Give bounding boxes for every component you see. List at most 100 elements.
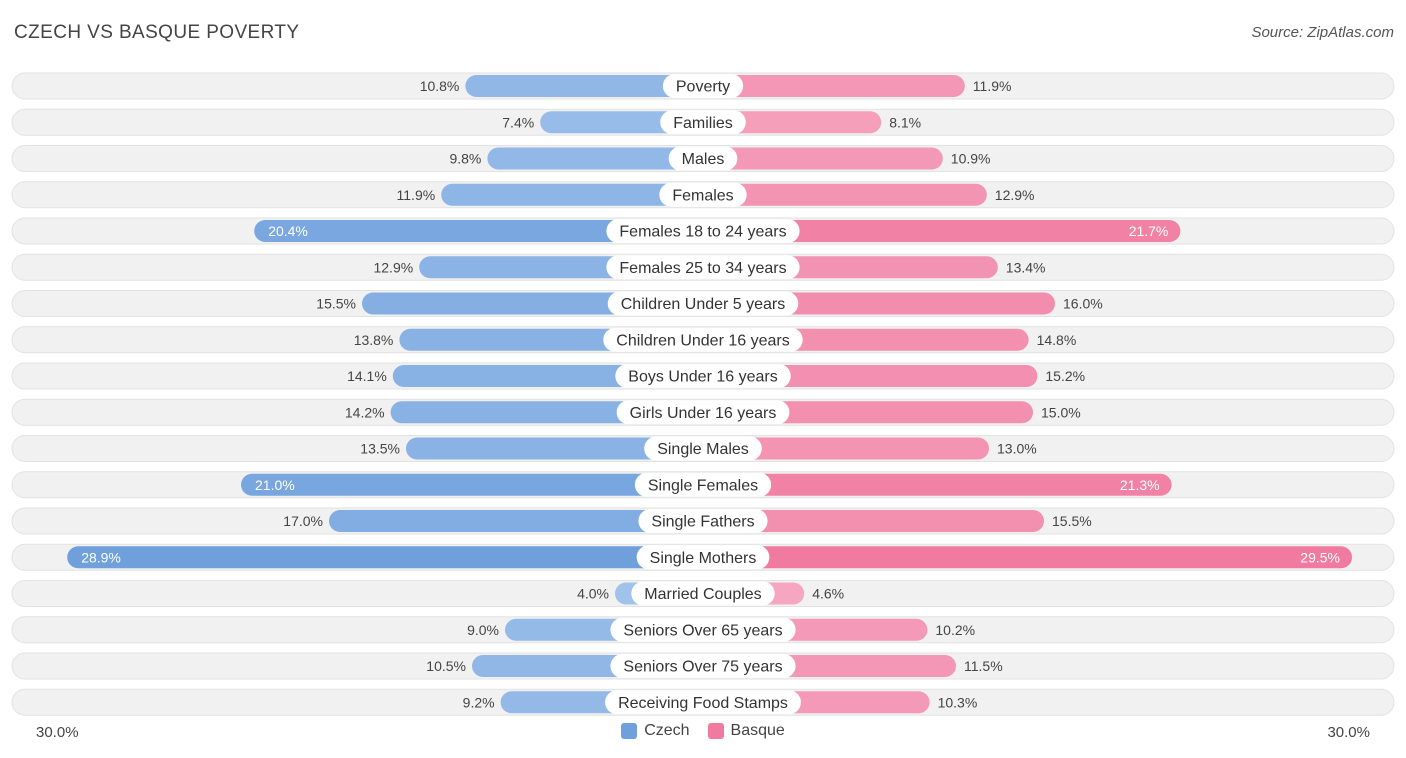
basque-value-label: 21.7% [1129,223,1169,239]
basque-value-label: 29.5% [1300,549,1340,565]
category-pill [644,436,762,461]
czech-value-label: 7.4% [502,114,534,130]
category-pill [616,400,790,425]
category-label: Poverty [676,79,730,96]
basque-value-label: 13.4% [1006,259,1046,275]
czech-value-label: 10.8% [420,78,460,94]
basque-value-label: 13.0% [997,441,1037,457]
czech-value-label: 14.2% [345,404,385,420]
basque-value-label: 16.0% [1063,296,1103,312]
basque-bar[interactable] [703,75,965,97]
legend-item-czech[interactable]: Czech [621,722,690,740]
axis-left-label: 30.0% [36,724,79,741]
basque-swatch-icon [707,723,724,739]
category-pill [605,690,801,715]
czech-value-label: 15.5% [316,296,356,312]
category-pill [660,110,746,135]
category-pill [634,472,772,497]
category-pill [631,581,775,606]
category-label: Females [672,187,733,204]
category-label: Seniors Over 65 years [623,622,782,639]
category-pill [659,182,747,207]
category-label: Females 18 to 24 years [619,224,786,241]
category-pill [610,617,796,642]
czech-bar[interactable] [329,510,703,532]
basque-value-label: 10.2% [935,622,975,638]
category-label: Girls Under 16 years [630,405,777,422]
legend-item-basque[interactable]: Basque [707,722,785,740]
category-label: Single Females [648,477,758,494]
basque-bar[interactable] [703,473,1172,496]
basque-value-label: 10.9% [951,151,991,167]
category-pill [610,654,796,678]
czech-bar[interactable] [487,147,703,170]
legend: Czech Basque [0,722,1406,740]
category-pill [636,545,770,570]
czech-bar[interactable] [254,220,703,242]
category-label: Receiving Food Stamps [618,695,788,712]
basque-bar[interactable] [703,546,1352,569]
czech-value-label: 4.0% [577,586,609,602]
czech-value-label: 13.8% [354,332,394,348]
czech-value-label: 12.9% [373,259,413,275]
czech-value-label: 11.9% [397,187,436,203]
category-label: Families [673,115,733,132]
czech-bar[interactable] [67,546,703,569]
basque-value-label: 21.3% [1120,477,1160,493]
czech-value-label: 9.0% [467,622,499,638]
czech-bar[interactable] [441,183,703,206]
czech-value-label: 20.4% [268,223,308,239]
category-pill [603,327,803,352]
basque-value-label: 10.3% [938,694,978,710]
category-label: Children Under 5 years [621,296,786,313]
source-label[interactable]: Source: ZipAtlas.com [1251,24,1394,41]
legend-basque-label: Basque [730,722,785,739]
basque-value-label: 15.5% [1052,513,1092,529]
axis-right-label: 30.0% [1327,724,1370,741]
czech-value-label: 17.0% [283,513,323,529]
category-label: Children Under 16 years [616,332,789,349]
czech-value-label: 10.5% [426,658,466,674]
czech-value-label: 9.8% [449,151,481,167]
czech-value-label: 28.9% [81,549,121,565]
czech-value-label: 13.5% [360,441,400,457]
category-label: Males [682,151,725,168]
basque-value-label: 11.5% [964,658,1003,674]
basque-value-label: 11.9% [973,78,1012,94]
basque-bar[interactable] [703,111,882,134]
category-label: Seniors Over 75 years [623,659,782,676]
category-label: Single Fathers [651,514,754,531]
czech-value-label: 21.0% [255,477,295,493]
category-pill [606,219,800,243]
category-pill [638,509,768,533]
czech-bar[interactable] [406,437,703,460]
basque-value-label: 14.8% [1037,332,1077,348]
czech-swatch-icon [621,723,638,739]
category-pill [606,255,800,280]
category-label: Boys Under 16 years [628,369,777,386]
czech-value-label: 14.1% [347,368,387,384]
legend-czech-label: Czech [644,722,690,739]
basque-value-label: 8.1% [889,114,921,130]
category-pill [615,364,791,388]
basque-bar[interactable] [703,220,1181,242]
category-label: Single Males [657,441,749,458]
basque-bar[interactable] [703,183,987,206]
czech-bar[interactable] [241,473,703,496]
category-pill [662,74,744,98]
basque-bar[interactable] [703,510,1044,532]
basque-value-label: 12.9% [995,187,1035,203]
category-pill [607,291,799,316]
category-label: Single Mothers [650,550,757,567]
basque-bar[interactable] [703,147,943,170]
category-label: Females 25 to 34 years [619,260,786,277]
basque-bar[interactable] [703,437,989,460]
basque-value-label: 15.0% [1041,404,1081,420]
czech-value-label: 9.2% [463,694,495,710]
czech-bar[interactable] [465,75,703,97]
basque-value-label: 15.2% [1045,368,1085,384]
basque-value-label: 4.6% [812,586,844,602]
chart-title: CZECH VS BASQUE POVERTY [14,22,300,43]
category-label: Married Couples [644,586,761,603]
